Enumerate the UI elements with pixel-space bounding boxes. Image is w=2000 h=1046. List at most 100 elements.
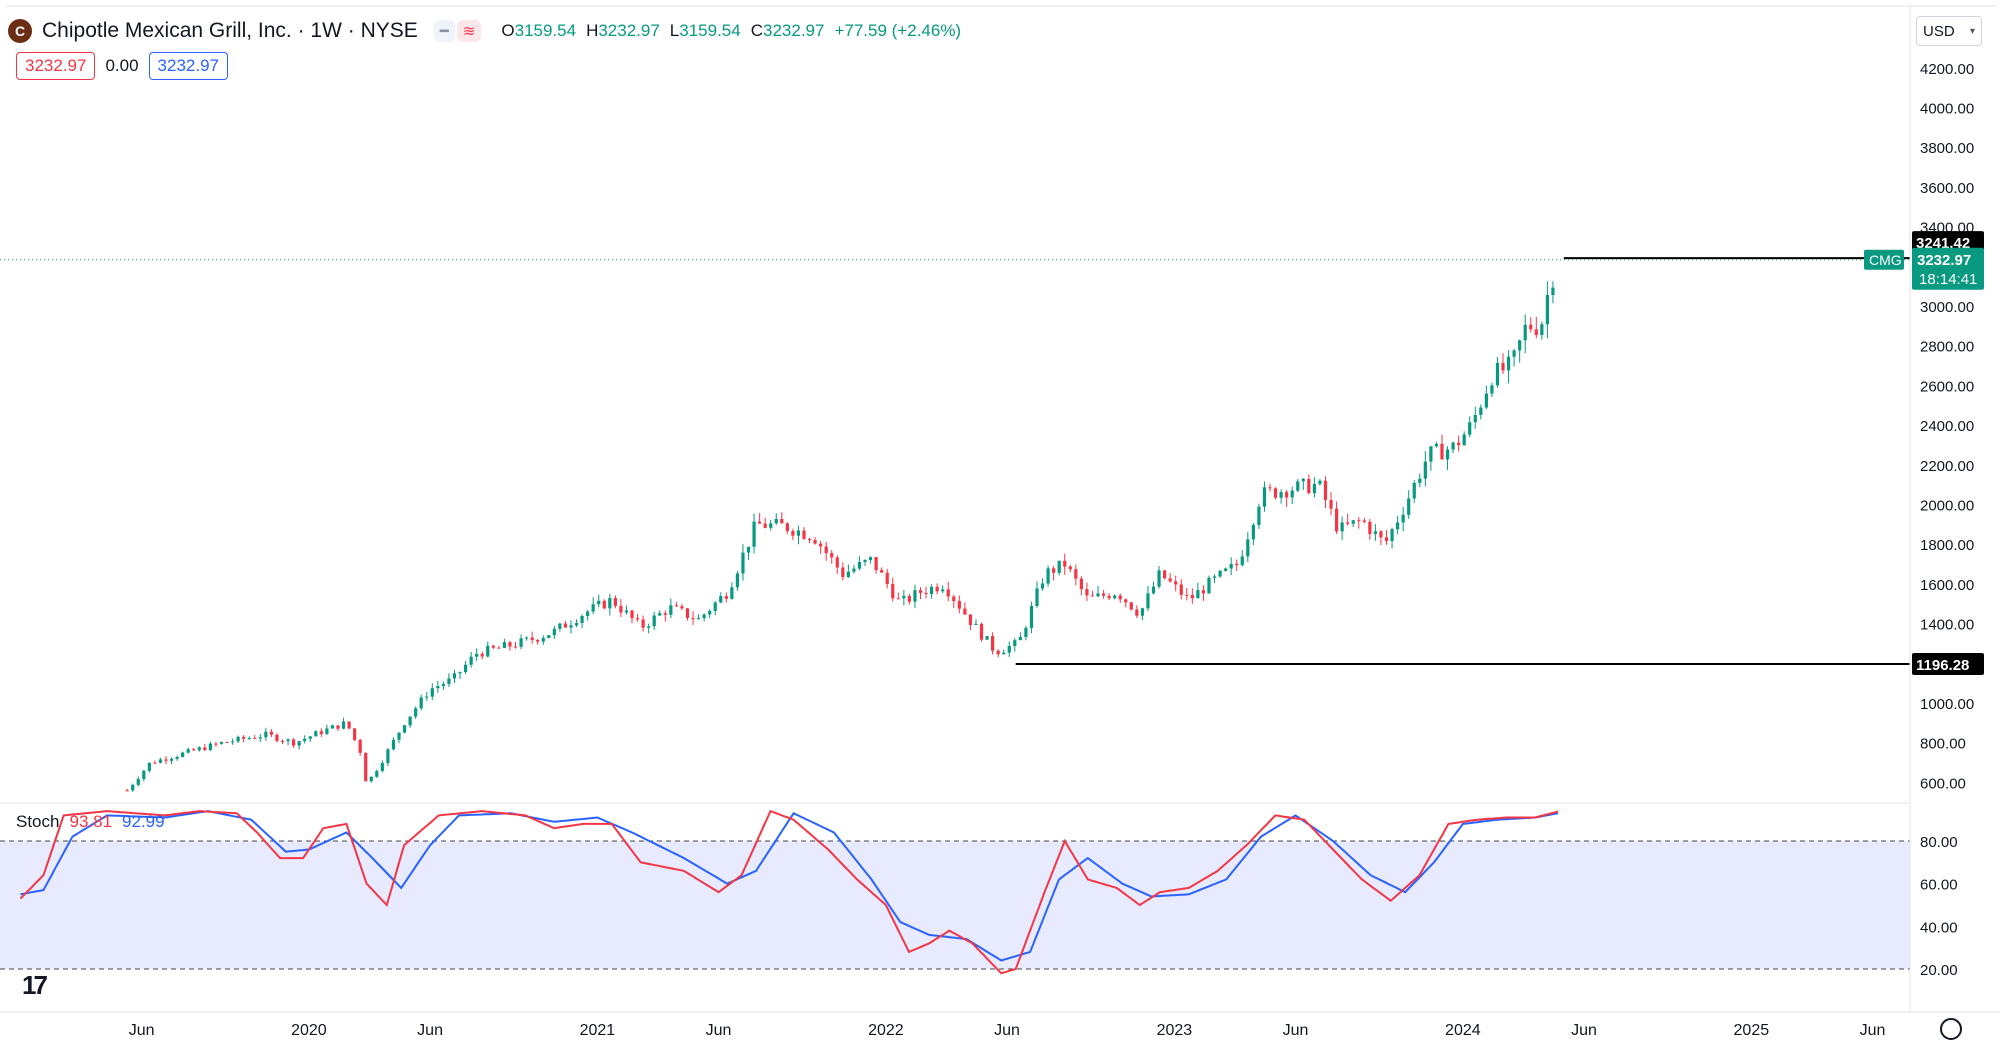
currency-select[interactable]: USD ▾ (1916, 16, 1982, 46)
low-line-label: 1196.28 (1912, 653, 1984, 676)
ticker-tag-text: CMG (1869, 252, 1902, 268)
stoch-tick-label: 40.00 (1920, 919, 1958, 936)
candle-body (852, 568, 856, 572)
price-tick-label: 2800.00 (1920, 339, 1974, 356)
price-tick-label: 600.00 (1920, 775, 1966, 792)
candle-body (580, 616, 584, 624)
candle-body (1162, 570, 1167, 579)
stoch-pane[interactable] (0, 809, 1910, 975)
candle-body (1445, 449, 1450, 460)
candle-body (1323, 480, 1328, 501)
candle-body (192, 749, 196, 751)
candle-body (242, 736, 246, 739)
candle-body (286, 739, 290, 742)
candle-body (1246, 539, 1250, 557)
candle-body (730, 587, 734, 599)
candle-body (1101, 593, 1106, 596)
candle-body (846, 571, 850, 578)
candle-body (1007, 646, 1011, 653)
candle-body (941, 589, 945, 592)
candle-body (475, 653, 479, 657)
candle-body (369, 776, 373, 782)
candle-body (1479, 407, 1483, 415)
candle-body (885, 572, 889, 584)
candle-body (785, 523, 789, 531)
candle-body (796, 530, 801, 536)
wave-icon[interactable]: ≋ (456, 20, 482, 42)
candle-body (763, 523, 767, 528)
candle-body (1296, 481, 1300, 491)
candle-body (491, 645, 495, 648)
candle-body (1218, 570, 1222, 577)
candle-body (1373, 531, 1378, 534)
candle-body (597, 600, 601, 605)
candle-body (325, 728, 329, 734)
tradingview-logo-icon[interactable]: 17 (22, 970, 48, 1000)
candle-body (708, 610, 712, 615)
sell-price-box[interactable]: 3232.97 (16, 52, 96, 80)
candle-body (1279, 492, 1283, 498)
candle-body (1257, 506, 1261, 525)
stoch-d-value: 92.99 (122, 812, 165, 831)
symbol-title[interactable]: Chipotle Mexican Grill, Inc. · 1W · NYSE (42, 19, 418, 42)
minus-icon[interactable]: ━ (433, 20, 455, 42)
candle-body (264, 731, 268, 738)
candle-body (1146, 593, 1150, 609)
candle-body (674, 605, 678, 607)
candle-body (452, 673, 457, 679)
candle-body (525, 637, 529, 639)
candle-body (691, 618, 695, 620)
candle-body (214, 743, 218, 745)
currency-label: USD (1923, 22, 1955, 40)
candle-body (225, 741, 229, 743)
candle-body (802, 530, 806, 539)
candle-body (1401, 514, 1405, 523)
buy-price-box[interactable]: 3232.97 (148, 52, 228, 80)
price-pane[interactable] (0, 257, 1910, 792)
candle-body (574, 623, 579, 626)
candle-body (447, 678, 451, 685)
candle-body (1240, 556, 1244, 566)
countdown-text: 18:14:41 (1919, 271, 1977, 288)
candle-body (635, 618, 640, 620)
time-tick-label: Jun (994, 1022, 1020, 1039)
candle-body (602, 600, 606, 609)
candle-body (813, 540, 817, 544)
candle-body (685, 608, 690, 619)
company-logo-icon[interactable]: C (8, 19, 32, 43)
candle-body (663, 613, 667, 615)
candle-body (907, 596, 912, 602)
last-price-text: 3232.97 (1917, 252, 1971, 269)
candle-body (536, 639, 540, 642)
candle-body (1501, 362, 1505, 371)
price-tick-label: 2600.00 (1920, 378, 1974, 395)
candle-body (824, 546, 828, 554)
candle-body (397, 732, 401, 740)
candle-body (1251, 524, 1255, 540)
candle-body (147, 762, 151, 771)
candle-body (236, 736, 240, 742)
time-tick-label: Jun (706, 1022, 732, 1039)
candle-body (297, 741, 301, 746)
candle-body (1002, 652, 1006, 655)
candle-body (641, 619, 645, 628)
candle-body (963, 608, 967, 615)
candle-body (181, 752, 185, 757)
candle-body (469, 656, 473, 665)
candle-body (463, 664, 468, 673)
stoch-legend[interactable]: Stoch 93.81 92.99 (16, 812, 165, 832)
candle-body (1212, 576, 1217, 578)
candle-body (131, 784, 135, 791)
candle-body (835, 557, 839, 568)
gear-icon[interactable] (1940, 1018, 1962, 1040)
candle-body (647, 626, 651, 628)
candle-body (1262, 487, 1267, 507)
candle-body (1268, 487, 1272, 489)
stoch-tick-label: 60.00 (1920, 877, 1958, 894)
candle-body (791, 530, 795, 536)
stoch-k-value: 93.81 (69, 812, 113, 831)
price-tick-label: 1800.00 (1920, 537, 1974, 554)
candle-body (1534, 329, 1538, 336)
candle-body (1052, 568, 1056, 573)
candle-body (991, 636, 995, 651)
